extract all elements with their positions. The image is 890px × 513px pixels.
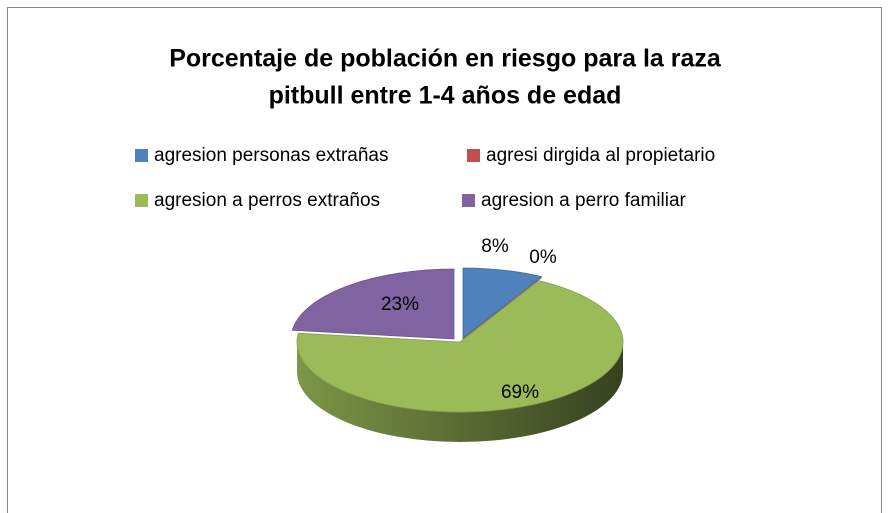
chart-title: pitbull entre 1-4 años de edad	[269, 82, 622, 110]
pie-sides	[297, 342, 623, 442]
data-label: 69%	[501, 382, 539, 403]
legend-label: agresion a perro familiar	[481, 190, 687, 211]
chart-title: Porcentaje de población en riesgo para l…	[169, 45, 722, 73]
pie-slice	[291, 268, 455, 340]
legend-label: agresion personas extrañas	[154, 145, 388, 166]
pie-slice	[462, 277, 542, 340]
pie-tops	[291, 267, 624, 413]
pie-slice	[462, 267, 543, 339]
legend-swatch	[135, 149, 148, 162]
legend-swatch	[462, 194, 475, 207]
legend-swatch	[135, 194, 148, 207]
pie-side	[297, 342, 623, 442]
legend-label: agresi dirgida al propietario	[486, 145, 715, 166]
legend-swatch	[467, 149, 480, 162]
legend-label: agresion a perros extraños	[154, 190, 380, 211]
data-label: 0%	[529, 247, 557, 268]
data-label: 23%	[381, 294, 419, 315]
data-label: 8%	[481, 236, 509, 257]
pie-slice	[296, 280, 624, 413]
